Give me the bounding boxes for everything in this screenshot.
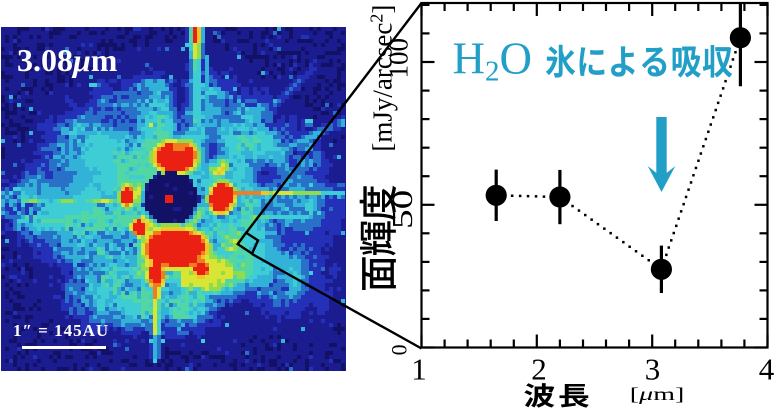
- svg-text:H2O: H2O: [453, 34, 533, 88]
- svg-text:4: 4: [759, 352, 775, 387]
- svg-text:100: 100: [384, 38, 414, 79]
- svg-text:[mJy/arcsec2]: [mJy/arcsec2]: [367, 5, 398, 152]
- svg-text:3: 3: [645, 352, 661, 387]
- svg-text:[μm]: [μm]: [630, 385, 685, 405]
- svg-text:1: 1: [411, 352, 427, 387]
- svg-text:0: 0: [387, 344, 412, 355]
- svg-text:2: 2: [531, 352, 547, 387]
